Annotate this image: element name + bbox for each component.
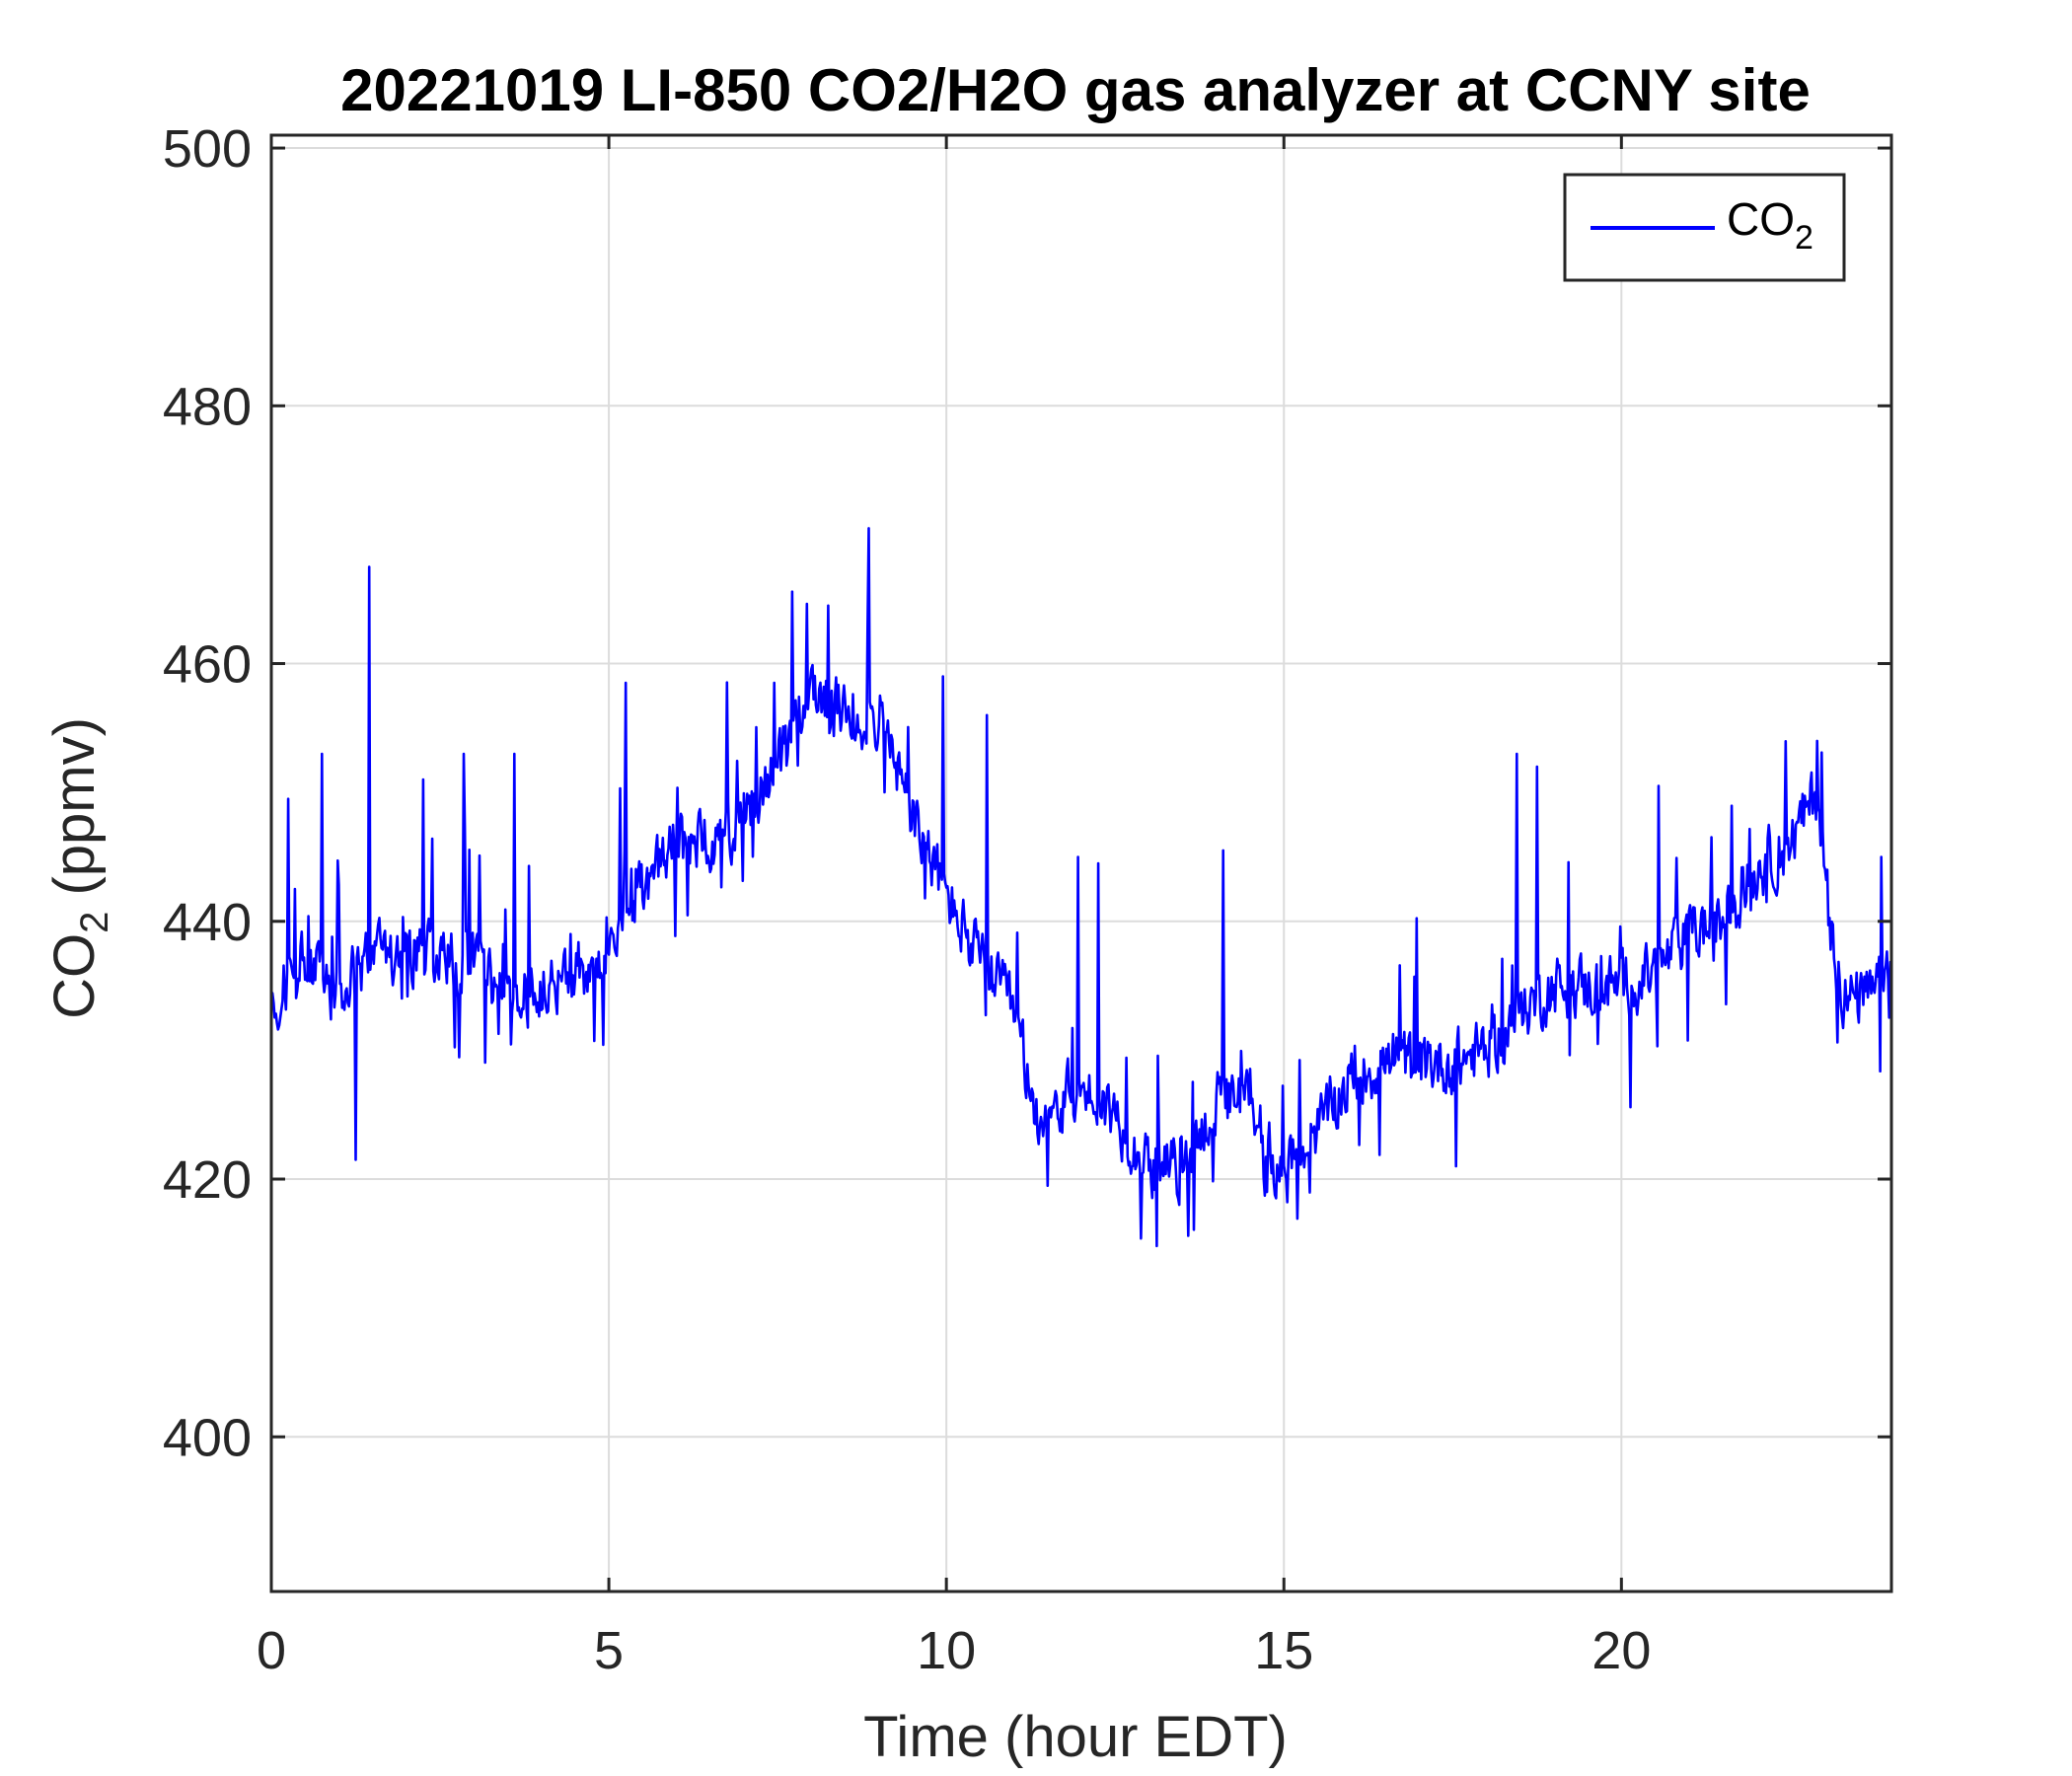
y-tick-label: 480 (163, 377, 252, 436)
legend-label: CO2 (1727, 193, 1813, 257)
x-tick-label: 20 (1591, 1621, 1651, 1680)
y-axis-ticks: 400 420 440 460 480 500 (163, 119, 252, 1467)
y-axis-label: CO2 (ppmv) (42, 717, 116, 1019)
x-tick-label: 10 (917, 1621, 976, 1680)
series-layer (269, 527, 1893, 1248)
x-axis-label: Time (hour EDT) (863, 1705, 1288, 1769)
y-tick-label: 400 (163, 1408, 252, 1467)
y-tick-label: 420 (163, 1150, 252, 1210)
y-tick-label: 440 (163, 893, 252, 952)
series-line-co2 (269, 527, 1893, 1248)
y-axis-label-main: CO (42, 933, 107, 1019)
legend-label-main: CO (1727, 193, 1795, 245)
x-axis-ticks: 0 5 10 15 20 (257, 1621, 1651, 1680)
x-tick-label: 5 (594, 1621, 624, 1680)
legend-label-sub: 2 (1795, 219, 1813, 257)
y-tick-label: 460 (163, 635, 252, 695)
axes-box (269, 133, 1893, 1593)
x-tick-label: 0 (257, 1621, 286, 1680)
y-axis-label-sub: 2 (73, 912, 116, 933)
x-tick-label: 15 (1254, 1621, 1313, 1680)
chart-title: 20221019 LI-850 CO2/H2O gas analyzer at … (340, 57, 1811, 123)
y-tick-label: 500 (163, 119, 252, 179)
legend: CO2 (1563, 173, 1846, 282)
axes (269, 133, 1893, 1593)
y-axis-label-unit: (ppmv) (42, 717, 107, 912)
